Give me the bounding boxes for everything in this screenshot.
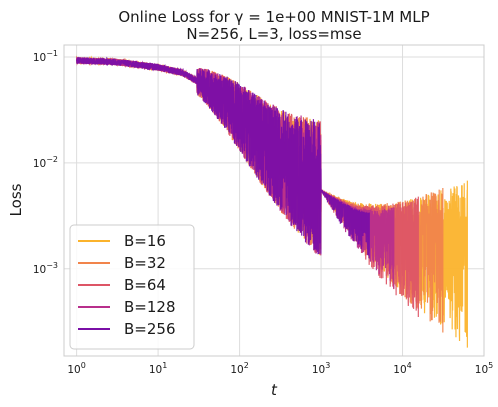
x-tick-label: 104 (393, 361, 411, 376)
y-tick-label: 10−3 (33, 261, 58, 276)
x-tick-label: 105 (475, 361, 493, 376)
y-axis-label: Loss (7, 183, 25, 216)
chart-title: Online Loss for γ = 1e+00 MNIST-1M MLP N… (118, 8, 429, 43)
legend-label: B=16 (124, 232, 166, 250)
series-line-b-256 (76, 56, 370, 259)
y-tick-label: 10−1 (33, 49, 58, 64)
x-tick-label: 103 (312, 361, 330, 376)
legend-label: B=128 (124, 298, 176, 316)
y-axis-ticks: 10−3 10−2 10−1 (33, 49, 58, 276)
legend: B=16 B=32 B=64 B=128 B=256 (69, 224, 195, 350)
x-axis-ticks: 100 101 102 103 104 105 (67, 361, 493, 376)
x-tick-label: 101 (149, 361, 167, 376)
legend-label: B=32 (124, 254, 166, 272)
chart-title-line-1: Online Loss for γ = 1e+00 MNIST-1M MLP (118, 8, 429, 26)
y-tick-label: 10−2 (33, 155, 58, 170)
chart-title-line-2: N=256, L=3, loss=mse (186, 25, 361, 43)
x-tick-label: 102 (230, 361, 248, 376)
x-axis-label: t (271, 381, 278, 399)
legend-label: B=64 (124, 276, 166, 294)
series-layer (76, 55, 468, 348)
x-tick-label: 100 (67, 361, 85, 376)
legend-label: B=256 (124, 320, 176, 338)
plot-frame (63, 44, 485, 357)
legend-box (69, 224, 195, 350)
